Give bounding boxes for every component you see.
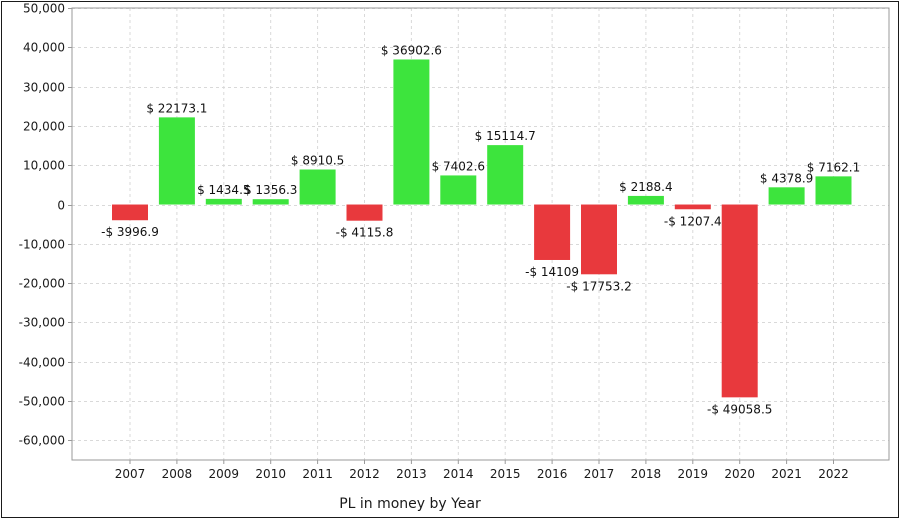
x-axis-ticks: 2007 2008 2009 2010 2011 2012 2013 2014 2015 2016… <box>115 460 849 481</box>
x-tick-label: 2021 <box>771 467 802 481</box>
x-tick-label: 2022 <box>818 467 849 481</box>
y-tick-label: 20,000 <box>23 120 65 134</box>
bar-2020 <box>721 204 758 398</box>
data-label-2012: -$ 4115.8 <box>336 226 394 240</box>
x-tick-label: 2009 <box>209 467 240 481</box>
y-tick-label: 40,000 <box>23 41 65 55</box>
x-tick-label: 2017 <box>584 467 615 481</box>
bar-2010 <box>252 199 289 205</box>
y-tick-label: 30,000 <box>23 81 65 95</box>
bar-2018 <box>627 195 664 205</box>
bar-2015 <box>487 145 524 205</box>
bar-2009 <box>205 198 242 205</box>
y-tick-label: -50,000 <box>19 395 65 409</box>
data-label-2016: -$ 14109 <box>525 265 579 279</box>
data-label-2018: $ 2188.4 <box>619 180 672 194</box>
y-tick-label: 50,000 <box>23 2 65 16</box>
x-tick-label: 2014 <box>443 467 474 481</box>
x-tick-label: 2016 <box>537 467 568 481</box>
data-label-2015: $ 15114.7 <box>475 129 536 143</box>
y-tick-label: 10,000 <box>23 159 65 173</box>
grid-lines <box>72 8 889 460</box>
x-tick-label: 2015 <box>490 467 521 481</box>
bar-2021 <box>768 187 805 205</box>
data-label-2013: $ 36902.6 <box>381 43 442 57</box>
data-label-2007: -$ 3996.9 <box>101 225 159 239</box>
x-tick-label: 2007 <box>115 467 146 481</box>
data-labels: -$ 3996.9 $ 22173.1 $ 1434.5$ 1356.3 $ 8910… <box>101 43 860 416</box>
y-tick-label: -20,000 <box>19 277 65 291</box>
bars <box>112 59 852 398</box>
data-label-2009: $ 1434.5 <box>197 183 250 197</box>
bar-2019 <box>674 204 711 210</box>
bar-2011 <box>299 169 336 205</box>
data-label-2021: $ 4378.9 <box>760 171 813 185</box>
data-label-2019: -$ 1207.4 <box>664 214 722 228</box>
x-tick-label: 2018 <box>631 467 662 481</box>
bar-2017 <box>581 204 617 275</box>
data-label-2010: $ 1356.3 <box>244 183 297 197</box>
bar-2022 <box>815 176 852 205</box>
x-tick-label: 2008 <box>162 467 193 481</box>
data-label-2017: -$ 17753.2 <box>566 279 631 293</box>
y-tick-label: -10,000 <box>19 238 65 252</box>
bar-2013 <box>393 59 430 205</box>
x-axis-title: PL in money by Year <box>339 496 481 512</box>
y-tick-label: 0 <box>57 199 65 213</box>
data-label-2022: $ 7162.1 <box>807 160 860 174</box>
plot-border-rect <box>71 7 890 461</box>
plot-area-border <box>71 7 890 461</box>
x-tick-label: 2011 <box>302 467 333 481</box>
data-label-2020: -$ 49058.5 <box>707 402 772 416</box>
y-tick-label: -30,000 <box>19 316 65 330</box>
x-tick-label: 2012 <box>349 467 380 481</box>
y-axis-ticks: 50,000 40,000 30,000 20,000 10,000 0 -10,000 -2… <box>19 2 72 448</box>
x-tick-label: 2013 <box>396 467 427 481</box>
bar-2012 <box>346 204 383 221</box>
bar-2016 <box>534 204 571 260</box>
y-tick-label: -40,000 <box>19 356 65 370</box>
data-label-2008: $ 22173.1 <box>146 101 207 115</box>
x-tick-label: 2019 <box>678 467 709 481</box>
x-tick-label: 2010 <box>255 467 286 481</box>
bar-2014 <box>440 175 477 205</box>
bar-2007 <box>112 204 148 221</box>
bar-2008 <box>158 117 195 205</box>
data-label-2014: $ 7402.6 <box>432 159 485 173</box>
data-label-2011: $ 8910.5 <box>291 153 344 167</box>
x-tick-label: 2020 <box>724 467 755 481</box>
y-tick-label: -60,000 <box>19 434 65 448</box>
